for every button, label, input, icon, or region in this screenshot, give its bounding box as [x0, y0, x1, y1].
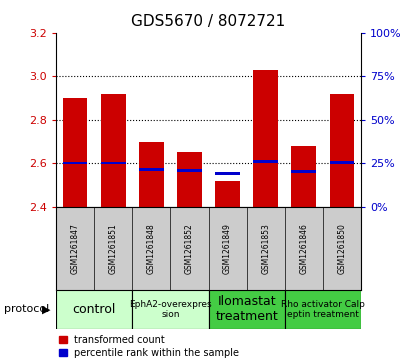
Bar — [139, 168, 164, 171]
Bar — [215, 181, 240, 207]
Bar — [330, 161, 354, 164]
Bar — [63, 98, 88, 207]
Bar — [177, 152, 202, 207]
Text: GSM1261852: GSM1261852 — [185, 223, 194, 274]
Text: protocol: protocol — [4, 305, 49, 314]
Bar — [291, 146, 316, 207]
Bar — [209, 290, 285, 329]
Bar — [253, 160, 278, 163]
Bar — [330, 94, 354, 207]
Title: GDS5670 / 8072721: GDS5670 / 8072721 — [132, 14, 286, 29]
Text: GSM1261847: GSM1261847 — [71, 223, 80, 274]
Bar — [139, 142, 164, 207]
Bar — [285, 290, 361, 329]
Text: GSM1261851: GSM1261851 — [109, 223, 118, 274]
Text: Ilomastat
treatment: Ilomastat treatment — [215, 295, 278, 323]
Bar — [177, 169, 202, 172]
Text: control: control — [73, 303, 116, 316]
Text: GSM1261849: GSM1261849 — [223, 223, 232, 274]
Bar — [291, 170, 316, 173]
Bar — [56, 290, 132, 329]
Bar — [132, 290, 209, 329]
Bar — [101, 162, 126, 164]
Bar — [101, 94, 126, 207]
Bar — [63, 162, 88, 164]
Text: GSM1261850: GSM1261850 — [337, 223, 347, 274]
Bar — [215, 172, 240, 175]
Text: GSM1261853: GSM1261853 — [261, 223, 270, 274]
Bar — [253, 70, 278, 207]
Text: ▶: ▶ — [42, 305, 51, 314]
Text: Rho activator Calp
eptin treatment: Rho activator Calp eptin treatment — [281, 300, 365, 319]
Text: EphA2-overexpres
sion: EphA2-overexpres sion — [129, 300, 212, 319]
Legend: transformed count, percentile rank within the sample: transformed count, percentile rank withi… — [59, 335, 239, 358]
Text: GSM1261848: GSM1261848 — [147, 223, 156, 274]
Text: GSM1261846: GSM1261846 — [299, 223, 308, 274]
